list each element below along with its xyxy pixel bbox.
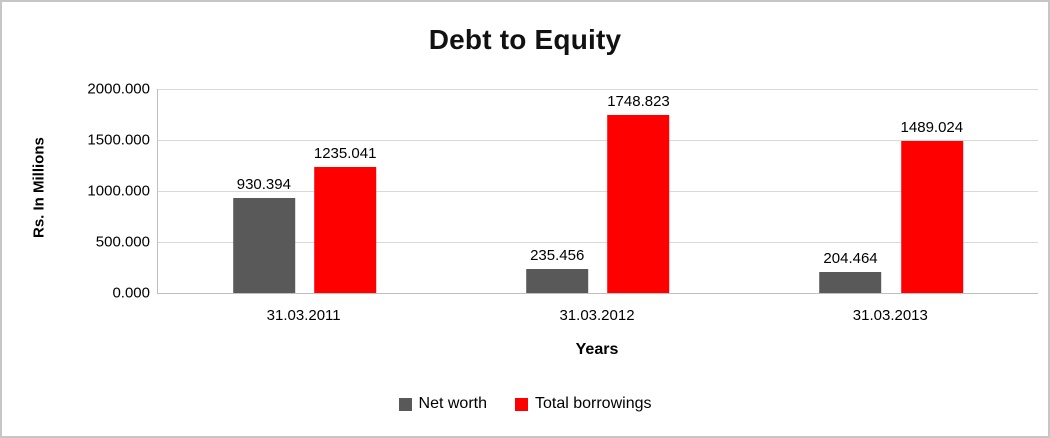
x-tick-label: 31.03.2011	[266, 307, 341, 324]
chart-title: Debt to Equity	[428, 24, 622, 55]
bar-net-worth	[232, 198, 295, 293]
y-tick-label: 1000.000	[87, 182, 150, 200]
gridline	[158, 89, 1038, 90]
y-axis-tick-labels: 0.000 500.000 1000.000 1500.000 2000.000	[60, 81, 150, 302]
bar-value-label: 1235.041	[313, 145, 377, 163]
bar-value-label: 235.456	[530, 246, 585, 264]
bar-value-label: 1489.024	[900, 119, 964, 137]
y-tick-label: 500.000	[95, 233, 150, 251]
legend-swatch-net-worth	[398, 397, 412, 411]
x-axis-tick-labels: 31.03.2011 31.03.2012 31.03.2013	[157, 305, 1037, 327]
legend: Net worth Total borrowings	[2, 395, 1048, 413]
x-axis-title: Years	[575, 341, 619, 358]
bar-net-worth	[819, 272, 882, 293]
bar-wrap: 1489.024	[900, 89, 964, 293]
bar-value-label: 1748.823	[607, 92, 670, 110]
bar-total-borrowings	[314, 167, 377, 293]
bar-net-worth	[526, 268, 589, 293]
legend-label: Net worth	[418, 395, 487, 412]
bar-wrap: 1235.041	[313, 89, 377, 293]
bar-value-label: 930.394	[236, 176, 291, 194]
bar-wrap: 235.456	[526, 89, 589, 293]
bar-total-borrowings	[607, 114, 670, 293]
bar-group-31-03-2011: 930.394 1235.041	[232, 89, 377, 293]
y-tick-label: 2000.000	[87, 80, 150, 98]
legend-item-net-worth: Net worth	[398, 395, 487, 413]
bar-value-label: 204.464	[823, 250, 878, 268]
legend-item-total-borrowings: Total borrowings	[514, 395, 652, 413]
gridline	[158, 242, 1038, 243]
y-tick-label: 0.000	[112, 284, 150, 302]
bar-wrap: 204.464	[819, 89, 882, 293]
gridline	[158, 191, 1038, 192]
bar-wrap: 1748.823	[607, 89, 670, 293]
y-axis-title: Rs. In Millions	[30, 137, 48, 239]
bar-group-31-03-2013: 204.464 1489.024	[819, 89, 964, 293]
x-tick-label: 31.03.2013	[852, 307, 928, 324]
legend-label: Total borrowings	[534, 395, 652, 412]
legend-swatch-total-borrowings	[514, 397, 528, 411]
bar-group-31-03-2012: 235.456 1748.823	[526, 89, 670, 293]
y-tick-label: 1500.000	[87, 131, 150, 149]
bar-wrap: 930.394	[232, 89, 295, 293]
x-tick-label: 31.03.2012	[559, 307, 635, 324]
bar-total-borrowings	[900, 141, 963, 293]
gridline	[158, 140, 1038, 141]
plot-area: 930.394 1235.041 235.456 1748.823 204.464 148…	[157, 89, 1038, 294]
